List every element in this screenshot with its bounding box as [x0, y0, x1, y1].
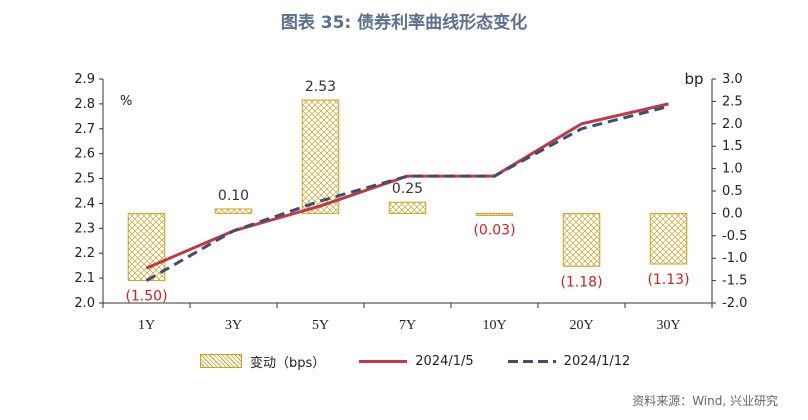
right-tick-label: -2.0 [722, 296, 747, 311]
left-tick-label: 2.2 [74, 246, 95, 261]
x-tick-label: 20Y [569, 318, 593, 333]
legend-label-series-2: 2024/1/12 [563, 353, 631, 369]
bar-change [649, 212, 688, 265]
bars-group [127, 99, 688, 282]
legend-bar-swatch [200, 354, 242, 368]
left-tick-label: 2.1 [74, 271, 95, 286]
bar-data-label: (1.18) [560, 274, 602, 290]
bar-data-label: (0.03) [473, 223, 515, 239]
x-tick-label: 30Y [656, 318, 680, 333]
left-tick-label: 2.5 [74, 172, 95, 187]
x-tick-label: 7Y [399, 318, 416, 333]
legend-item-bars: 变动（bps） [200, 352, 325, 371]
legend-label-series-1: 2024/1/5 [415, 353, 474, 369]
legend-line-swatch-2 [507, 359, 556, 363]
legend-item-series-1: 2024/1/5 [359, 353, 474, 369]
bar-data-label: 0.25 [392, 181, 423, 197]
left-tick-label: 2.3 [74, 221, 95, 236]
left-tick-label: 2.8 [74, 97, 95, 112]
right-tick-label: 2.0 [722, 117, 743, 132]
right-tick-label: 0.5 [722, 184, 743, 199]
chart-title: 图表 35: 债券利率曲线形态变化 [280, 13, 528, 33]
right-tick-label: 0.0 [722, 206, 743, 221]
right-tick-label: -1.0 [722, 251, 747, 266]
left-tick-label: 2.9 [74, 72, 95, 87]
bar-data-label: 0.10 [218, 188, 249, 204]
left-tick-label: 2.4 [74, 196, 95, 211]
bar-change [214, 208, 253, 214]
legend-item-series-2: 2024/1/12 [507, 353, 631, 369]
line-series-2 [145, 104, 669, 282]
lines-group [145, 102, 669, 282]
legend-label-bars: 变动（bps） [250, 355, 326, 371]
left-tick-label: 2.0 [74, 296, 95, 311]
left-axis-unit: % [120, 94, 132, 109]
right-axis-unit: bp [684, 70, 703, 88]
bar-change [562, 212, 601, 267]
legend: 变动（bps） 2024/1/5 2024/1/12 [200, 351, 664, 371]
right-tick-label: -1.5 [722, 274, 747, 289]
legend-line-swatch-1 [359, 359, 408, 363]
labels-group: (1.50) 0.10 2.53 0.25 (0.03) (1.18) (1.13) [125, 79, 689, 305]
right-tick-label: -0.5 [722, 229, 747, 244]
right-tick-label: 2.5 [722, 94, 743, 109]
bar-data-label: (1.13) [647, 272, 689, 288]
x-tick-label: 3Y [225, 318, 242, 333]
x-tick-label: 1Y [138, 318, 155, 333]
left-tick-label: 2.6 [74, 147, 95, 162]
left-tick-label: 2.7 [74, 122, 95, 137]
bar-change [388, 201, 427, 214]
axes-group: 2.0 2.1 2.2 2.3 2.4 2.5 2.6 2.7 2.8 2.9 -2.0 -1.5 -1… [74, 70, 747, 333]
x-tick-label: 5Y [312, 318, 329, 333]
bar-change [475, 212, 514, 216]
bar-change [127, 212, 166, 282]
right-tick-label: 1.0 [722, 162, 743, 177]
bar-change [301, 99, 340, 214]
x-tick-label: 10Y [482, 318, 506, 333]
bar-data-label: 2.53 [305, 79, 336, 95]
bar-data-label: (1.50) [125, 289, 167, 305]
source-note: 资料来源：Wind, 兴业研究 [632, 394, 778, 408]
right-tick-label: 3.0 [722, 72, 743, 87]
right-tick-label: 1.5 [722, 139, 743, 154]
